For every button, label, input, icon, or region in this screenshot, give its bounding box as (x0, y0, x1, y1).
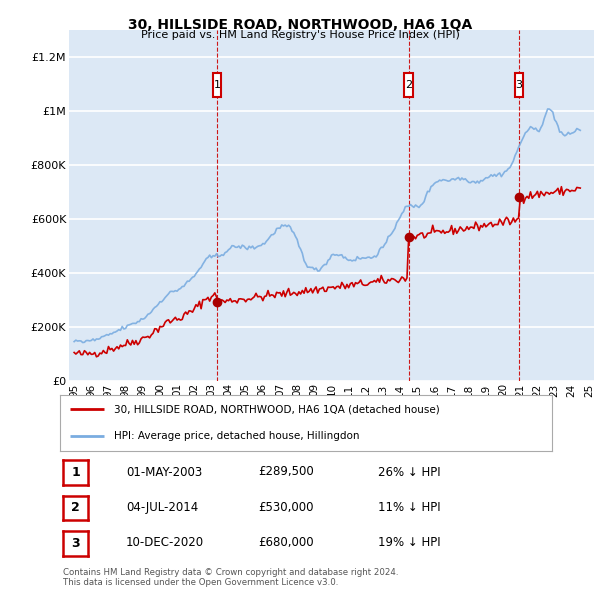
Text: 2: 2 (405, 80, 412, 90)
FancyBboxPatch shape (404, 73, 413, 97)
Text: 10-DEC-2020: 10-DEC-2020 (126, 536, 204, 549)
Text: 30, HILLSIDE ROAD, NORTHWOOD, HA6 1QA: 30, HILLSIDE ROAD, NORTHWOOD, HA6 1QA (128, 18, 472, 32)
Text: £530,000: £530,000 (258, 501, 314, 514)
Text: 04-JUL-2014: 04-JUL-2014 (126, 501, 198, 514)
Text: £289,500: £289,500 (258, 466, 314, 478)
Text: 3: 3 (71, 537, 80, 550)
Text: 1: 1 (71, 466, 80, 479)
Text: Price paid vs. HM Land Registry's House Price Index (HPI): Price paid vs. HM Land Registry's House … (140, 30, 460, 40)
Text: 3: 3 (515, 80, 523, 90)
Text: 1: 1 (214, 80, 221, 90)
Text: 26% ↓ HPI: 26% ↓ HPI (378, 466, 440, 478)
Text: Contains HM Land Registry data © Crown copyright and database right 2024.
This d: Contains HM Land Registry data © Crown c… (63, 568, 398, 587)
Text: 11% ↓ HPI: 11% ↓ HPI (378, 501, 440, 514)
FancyBboxPatch shape (213, 73, 221, 97)
Text: 2: 2 (71, 502, 80, 514)
Text: HPI: Average price, detached house, Hillingdon: HPI: Average price, detached house, Hill… (114, 431, 359, 441)
Text: 01-MAY-2003: 01-MAY-2003 (126, 466, 202, 478)
Text: 30, HILLSIDE ROAD, NORTHWOOD, HA6 1QA (detached house): 30, HILLSIDE ROAD, NORTHWOOD, HA6 1QA (d… (114, 404, 440, 414)
FancyBboxPatch shape (515, 73, 523, 97)
Text: £680,000: £680,000 (258, 536, 314, 549)
Text: 19% ↓ HPI: 19% ↓ HPI (378, 536, 440, 549)
